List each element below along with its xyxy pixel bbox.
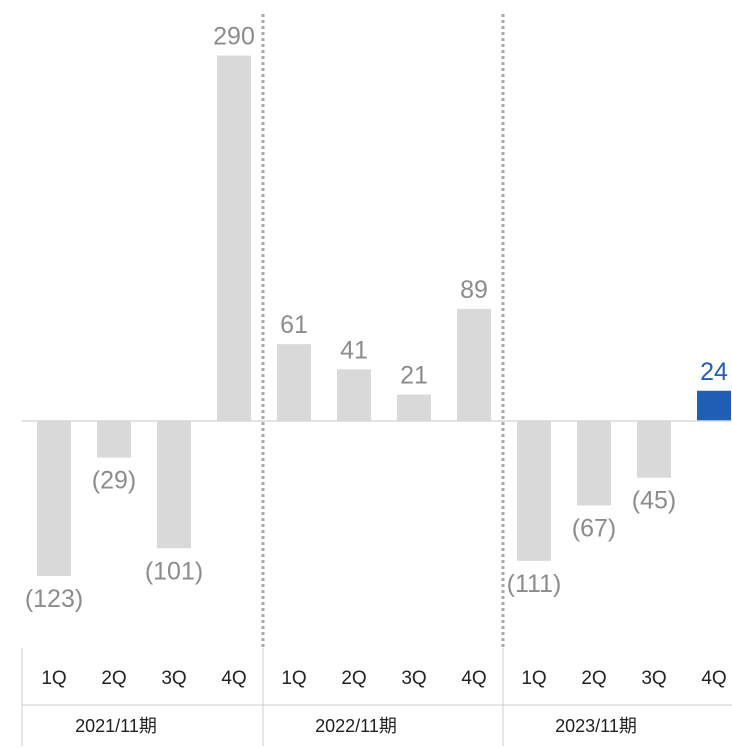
x-tick-label: 3Q <box>161 668 186 689</box>
x-tick-label: 2Q <box>101 668 126 689</box>
x-tick-label: 3Q <box>641 668 666 689</box>
x-tick-label: 1Q <box>521 668 546 689</box>
x-tick-label: 1Q <box>41 668 66 689</box>
group-label: 2021/11期 <box>75 716 157 736</box>
bar <box>97 421 131 458</box>
data-label: (45) <box>632 487 676 515</box>
group-label: 2023/11期 <box>555 716 637 736</box>
bar <box>397 394 431 421</box>
data-label: 290 <box>213 23 255 51</box>
bar <box>277 344 311 421</box>
data-label: (29) <box>92 467 136 495</box>
x-tick-label: 2Q <box>581 668 606 689</box>
data-label: 21 <box>400 362 428 390</box>
bar <box>697 390 731 421</box>
data-label: 41 <box>340 336 368 364</box>
group-label: 2022/11期 <box>315 716 397 736</box>
x-tick-label: 4Q <box>221 668 246 689</box>
bar <box>157 421 191 549</box>
bar <box>457 308 491 421</box>
data-label: (67) <box>572 514 616 542</box>
x-tick-label: 3Q <box>401 668 426 689</box>
x-tick-label: 4Q <box>461 668 486 689</box>
data-label: 89 <box>460 276 488 304</box>
data-label: 61 <box>280 311 308 339</box>
x-tick-label: 4Q <box>701 668 726 689</box>
bar <box>517 421 551 561</box>
bar <box>37 421 71 576</box>
data-label: 24 <box>700 358 728 386</box>
bar <box>637 421 671 478</box>
bar <box>337 369 371 421</box>
data-label: (111) <box>507 570 562 598</box>
x-tick-label: 1Q <box>281 668 306 689</box>
bar <box>577 421 611 506</box>
data-label: (101) <box>145 557 203 585</box>
bar <box>217 55 251 421</box>
x-tick-label: 2Q <box>341 668 366 689</box>
data-label: (123) <box>25 585 83 613</box>
